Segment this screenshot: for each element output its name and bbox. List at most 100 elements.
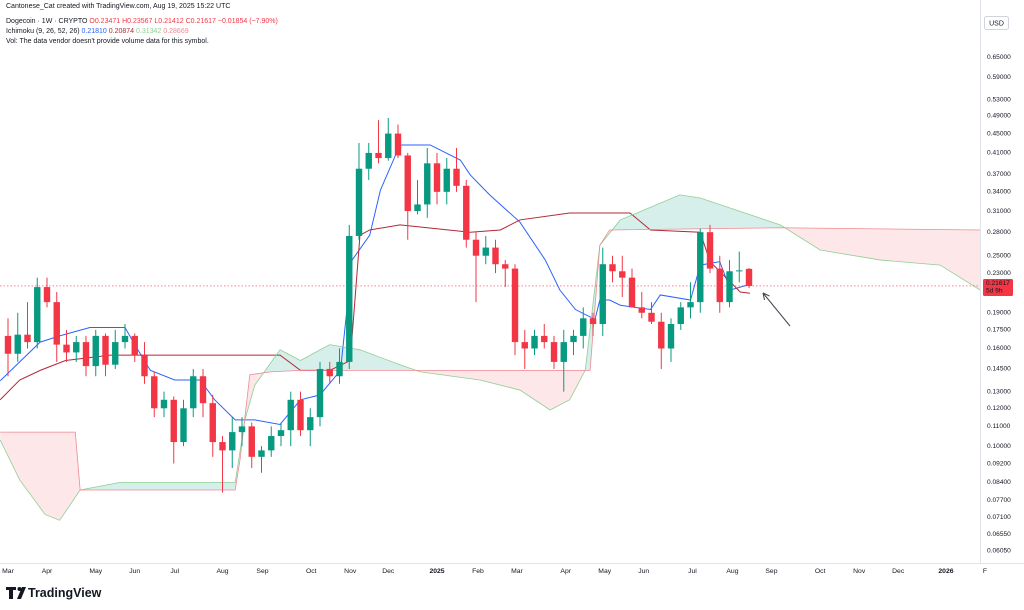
x-tick-label: Jul bbox=[688, 568, 697, 575]
x-tick-label: Mar bbox=[511, 568, 523, 575]
x-tick-label: May bbox=[89, 568, 102, 575]
y-tick-label: 0.59000 bbox=[987, 74, 1011, 81]
indicator-value: 0.21810 bbox=[82, 28, 107, 35]
candle-body bbox=[609, 264, 616, 272]
candle-body bbox=[404, 155, 411, 212]
candle-body bbox=[112, 342, 119, 365]
candle-body bbox=[560, 342, 567, 362]
ohlc-open: O0.23471 bbox=[89, 18, 120, 25]
y-tick-label: 0.16000 bbox=[987, 345, 1011, 352]
candle-body bbox=[648, 312, 655, 322]
candle-body bbox=[424, 163, 431, 205]
candle-body bbox=[258, 450, 265, 457]
candle-body bbox=[394, 133, 402, 156]
candle-body bbox=[667, 324, 675, 349]
candle-body bbox=[726, 271, 733, 303]
currency-box[interactable] bbox=[984, 16, 1009, 30]
candle-body bbox=[745, 268, 753, 286]
y-tick-label: 0.08400 bbox=[987, 479, 1011, 486]
y-tick-label: 0.19000 bbox=[987, 310, 1011, 317]
x-tick-label: May bbox=[598, 568, 611, 575]
y-tick-label: 0.12000 bbox=[987, 405, 1011, 412]
candle-body bbox=[43, 287, 51, 303]
y-tick-label: 0.06550 bbox=[987, 531, 1011, 538]
candle-body bbox=[716, 268, 723, 303]
y-tick-label: 0.23000 bbox=[987, 270, 1011, 277]
x-tick-label: F bbox=[983, 568, 987, 575]
candle-body bbox=[433, 163, 441, 192]
candle-body bbox=[14, 334, 21, 354]
volume-note: Vol: The data vendor doesn't provide vol… bbox=[6, 38, 209, 45]
plot-area bbox=[0, 118, 981, 521]
y-tick-label: 0.10000 bbox=[987, 443, 1011, 450]
candle-body bbox=[463, 185, 470, 240]
candle-body bbox=[131, 335, 138, 356]
cloud-fill bbox=[81, 425, 244, 490]
currency[interactable]: USD bbox=[989, 20, 1004, 27]
ohlc-close: C0.21617 bbox=[186, 18, 216, 25]
brand-logo[interactable]: TradingView bbox=[6, 586, 102, 600]
candle-body bbox=[121, 335, 129, 343]
x-tick-label: Jul bbox=[170, 568, 179, 575]
indicator-value: 0.28669 bbox=[163, 28, 188, 35]
y-tick-label: 0.34000 bbox=[987, 189, 1011, 196]
candle-body bbox=[365, 152, 372, 169]
y-tick-label: 0.49000 bbox=[987, 113, 1011, 120]
symbol-title: Dogecoin · 1W · CRYPTO bbox=[6, 18, 88, 25]
candle-body bbox=[92, 335, 99, 367]
x-tick-label: Sep bbox=[256, 568, 268, 575]
candle-body bbox=[706, 232, 714, 269]
candle-body bbox=[697, 232, 704, 303]
y-tick-label: 0.31000 bbox=[987, 208, 1011, 215]
candle-body bbox=[229, 432, 236, 451]
y-tick-label: 0.13000 bbox=[987, 388, 1011, 395]
y-tick-label: 0.45000 bbox=[987, 130, 1011, 137]
candle-body bbox=[346, 235, 353, 362]
arrow-shaft bbox=[762, 292, 791, 327]
candle-body bbox=[63, 344, 70, 353]
candle-body bbox=[4, 335, 12, 354]
indicator-line: Ichimoku (9, 26, 52, 26) 0.21810 0.20874… bbox=[6, 28, 189, 35]
candle-body bbox=[219, 442, 226, 451]
candle-body bbox=[82, 342, 90, 367]
candle-body bbox=[297, 399, 304, 431]
credit: Cantonese_Cat created with TradingView.c… bbox=[6, 3, 230, 10]
ichimoku-line bbox=[0, 194, 981, 521]
y-tick-label: 0.07100 bbox=[987, 514, 1011, 521]
candle-body bbox=[550, 342, 558, 362]
y-tick-label: 0.53000 bbox=[987, 96, 1011, 103]
y-tick-label: 0.14500 bbox=[987, 366, 1011, 373]
x-tick-label: Apr bbox=[42, 568, 53, 575]
change: −0.01854 (−7.90%) bbox=[218, 18, 278, 25]
x-tick-label: Dec bbox=[892, 568, 905, 575]
candle-body bbox=[599, 264, 606, 325]
candle-body bbox=[589, 318, 597, 325]
candle-body bbox=[355, 168, 363, 236]
candle-body bbox=[336, 361, 343, 377]
arrow-head bbox=[762, 292, 770, 301]
logo-mark bbox=[17, 587, 22, 591]
candle-body bbox=[53, 302, 60, 345]
annotation-arrow bbox=[762, 292, 791, 327]
candle-body bbox=[24, 334, 31, 343]
x-tick-label: Mar bbox=[2, 568, 14, 575]
last-price-label: 0.21617 bbox=[986, 280, 1010, 287]
indicator-value: 0.31342 bbox=[136, 28, 161, 35]
x-tick-label: Jun bbox=[638, 568, 649, 575]
candle-body bbox=[199, 376, 207, 404]
candle-body bbox=[248, 426, 255, 457]
y-tick-label: 0.25000 bbox=[987, 252, 1011, 259]
candle-body bbox=[307, 417, 314, 431]
x-tick-label: 2026 bbox=[938, 568, 953, 575]
cloud-fill bbox=[0, 432, 82, 521]
cloud-fill bbox=[264, 344, 417, 373]
candle-body bbox=[102, 335, 109, 365]
candle-body bbox=[160, 399, 168, 409]
logo-mark bbox=[6, 587, 16, 599]
y-tick-label: 0.41000 bbox=[987, 150, 1011, 157]
x-tick-label: Nov bbox=[853, 568, 866, 575]
ohlc-high: H0.23567 bbox=[122, 18, 152, 25]
candle-body bbox=[472, 239, 480, 256]
candle-body bbox=[375, 152, 382, 159]
